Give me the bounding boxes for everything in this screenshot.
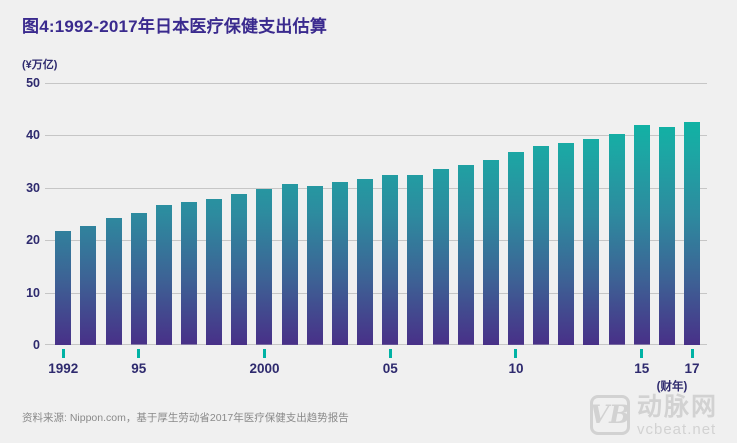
gridline-20 [45, 240, 707, 242]
x-tick-label-15: 15 [634, 361, 650, 376]
bar-2009 [482, 159, 499, 345]
x-tick-label-10: 10 [508, 361, 524, 376]
vcbeat-monogram-icon: VB [590, 395, 630, 435]
x-tick-05 [388, 349, 392, 358]
bar-2016 [658, 127, 675, 345]
y-tick-label-20: 20 [26, 233, 40, 248]
bar-2012 [558, 142, 575, 345]
bar-1994 [105, 218, 122, 345]
vcbeat-domain: vcbeat.net [637, 421, 717, 438]
x-tick-15 [640, 349, 644, 358]
bar-2014 [608, 134, 625, 345]
chart-title: 图4:1992-2017年日本医疗保健支出估算 [22, 17, 328, 36]
vcbeat-logo: VB 动脉网 vcbeat.net [590, 393, 719, 438]
x-tick-label-05: 05 [382, 361, 398, 376]
bar-1996 [155, 205, 172, 345]
gridline-0 [45, 344, 707, 345]
x-tick-17 [690, 349, 694, 358]
x-tick-label-95: 95 [131, 361, 147, 376]
y-tick-label-30: 30 [26, 180, 40, 195]
gridline-30 [45, 187, 707, 189]
bar-2010 [507, 152, 524, 345]
bar-2017 [684, 121, 700, 345]
x-tick-label-2000: 2000 [249, 361, 280, 376]
gridline-50 [45, 83, 707, 84]
x-axis-unit-label: (财年) [656, 381, 688, 393]
vcbeat-brand-name: 动脉网 [637, 393, 719, 421]
x-tick-2000 [262, 349, 266, 358]
bar-1997 [181, 202, 198, 345]
gridline-40 [45, 135, 707, 137]
bar-2004 [357, 178, 374, 345]
bar-2000 [256, 189, 273, 345]
y-tick-label-10: 10 [26, 285, 40, 300]
x-tick-label-1992: 1992 [48, 361, 79, 376]
bar-1998 [206, 198, 223, 345]
bar-2005 [382, 175, 399, 345]
bar-1992 [55, 230, 72, 345]
bar-1995 [130, 213, 147, 345]
source-note: 资料来源: Nippon.com，基于厚生劳动省2017年医疗保健支出趋势报告 [22, 412, 349, 424]
x-tick-1992 [61, 349, 65, 358]
bar-2013 [583, 138, 600, 345]
bar-2008 [457, 165, 474, 345]
x-tick-10 [514, 349, 518, 358]
plot-area [45, 83, 707, 345]
bar-1999 [231, 193, 248, 345]
gridline-10 [45, 292, 707, 294]
bar-2011 [533, 146, 550, 345]
x-tick-label-17: 17 [684, 361, 700, 376]
x-tick-95 [137, 349, 141, 358]
bar-2003 [331, 181, 348, 345]
y-tick-label-0: 0 [33, 338, 40, 352]
y-axis-unit-label: (¥万亿) [22, 59, 58, 71]
bar-2007 [432, 169, 449, 345]
bar-1993 [80, 226, 97, 345]
bar-2001 [281, 184, 298, 345]
y-tick-label-50: 50 [26, 76, 40, 90]
bar-2015 [633, 125, 650, 345]
bar-2002 [306, 186, 323, 345]
y-tick-label-40: 40 [26, 128, 40, 143]
bar-2006 [407, 174, 424, 345]
